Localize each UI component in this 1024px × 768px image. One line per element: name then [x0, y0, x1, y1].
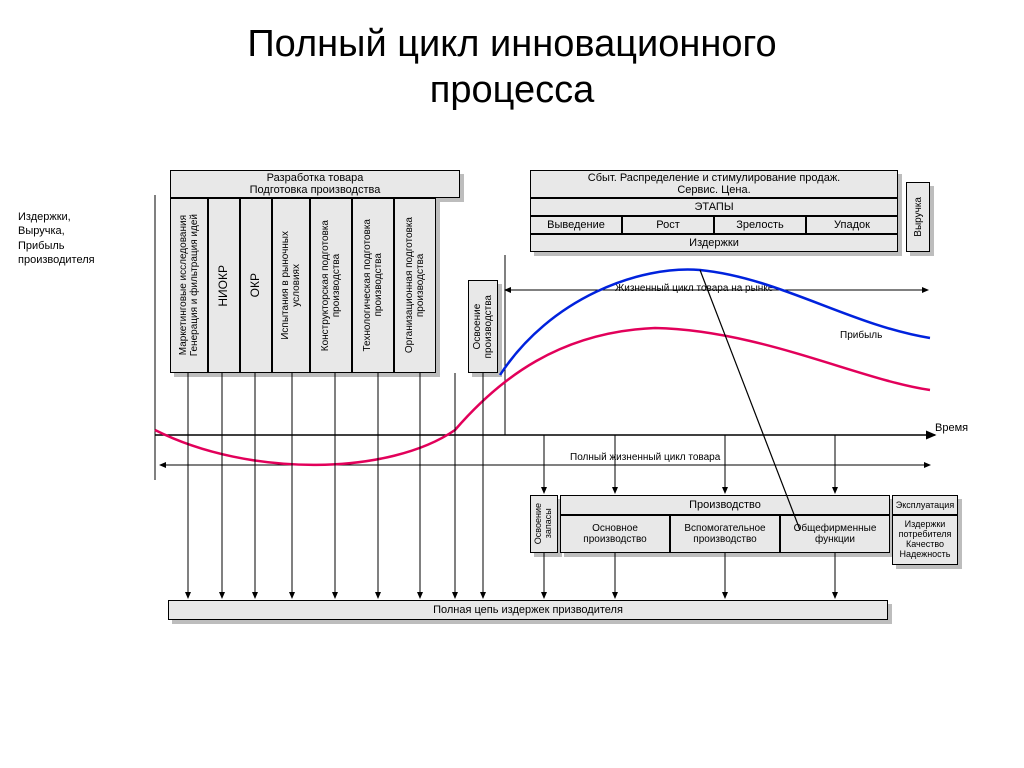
stage-cell: Зрелость: [714, 216, 806, 234]
lifecycle-market-label: Жизненный цикл товара на рынке: [615, 283, 773, 294]
y-axis-label: Издержки, Выручка, Прибыль производителя: [18, 210, 104, 267]
izderzhki-label: Издержки: [530, 234, 898, 252]
stages-label: ЭТАПЫ: [530, 198, 898, 216]
pribyl-label: Прибыль: [840, 330, 882, 341]
osvoenie-zapasy-box: Освоение запасы: [530, 495, 558, 553]
prod-cell: Вспомогательное производство: [670, 515, 780, 553]
lifecycle-full-label: Полный жизненный цикл товара: [570, 452, 720, 463]
stages-row: Выведение Рост Зрелость Упадок: [530, 216, 898, 234]
dev-col: Технологическая подготовка производства: [352, 198, 394, 373]
page-title: Полный цикл инновационного процесса: [0, 0, 1024, 113]
dev-col: Организационная подготовка производства: [394, 198, 436, 373]
cost-chain-box: Полная цепь издержек призводителя: [168, 600, 888, 620]
dev-col: Конструкторская подготовка производства: [310, 198, 352, 373]
dev-col: Испытания в рыночных условиях: [272, 198, 310, 373]
prod-cell: Основное производство: [560, 515, 670, 553]
dev-header: Разработка товара Подготовка производств…: [170, 170, 460, 198]
diagram-area: Издержки, Выручка, Прибыль производителя…: [60, 170, 970, 710]
dev-col: ОКР: [240, 198, 272, 373]
stage-cell: Выведение: [530, 216, 622, 234]
stage-cell: Упадок: [806, 216, 898, 234]
production-header: Производство: [560, 495, 890, 515]
production-row: Основное производство Вспомогательное пр…: [560, 515, 890, 553]
dev-col: Маркетинговые исследования Генерация и ф…: [170, 198, 208, 373]
ekspluatatsiya-box: Эксплуатация: [892, 495, 958, 515]
dev-col: НИОКР: [208, 198, 240, 373]
stage-cell: Рост: [622, 216, 714, 234]
osvoenie-box: Освоение производства: [468, 280, 498, 373]
vyruchka-box: Выручка: [906, 182, 930, 252]
consumer-box: Издержки потребителя Качество Надежность: [892, 515, 958, 565]
dev-columns: Маркетинговые исследования Генерация и ф…: [170, 198, 436, 373]
sales-header: Сбыт. Распределение и стимулирование про…: [530, 170, 898, 198]
x-axis-label: Время: [935, 422, 968, 434]
prod-cell: Общефирменные функции: [780, 515, 890, 553]
